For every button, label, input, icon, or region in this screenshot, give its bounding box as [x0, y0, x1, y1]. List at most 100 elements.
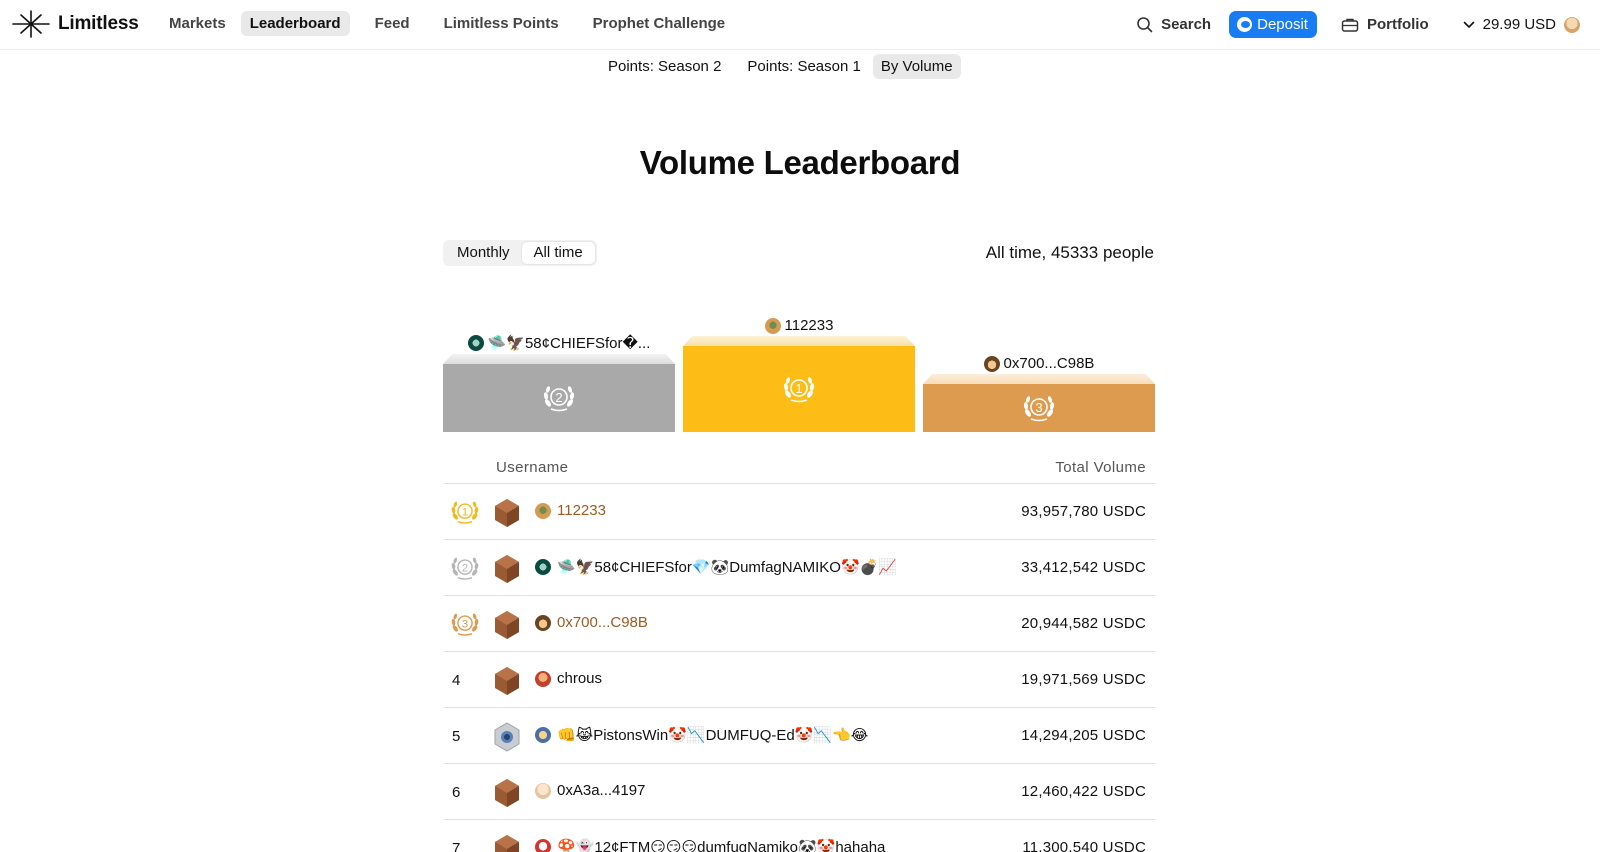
user-avatar	[764, 317, 781, 334]
total-volume: 33,412,542 USDC	[1021, 559, 1146, 576]
laurel-rank-1-icon: 1	[450, 498, 480, 524]
rank-number: 4	[452, 670, 482, 692]
username-cell[interactable]: 🛸🦅58¢CHIEFSfor💎🐼DumfagNAMIKO🤡💣📈	[535, 558, 897, 576]
user-avatar	[535, 782, 551, 799]
tab-by-volume[interactable]: By Volume	[872, 54, 961, 79]
username-cell[interactable]: 🍄👻12¢FTM😏😏😏dumfugNamiko🐼🤡hahaha	[535, 838, 885, 852]
nav-feed[interactable]: Feed	[374, 15, 410, 32]
bronze-rank-badge-icon	[493, 554, 521, 584]
user-avatar	[535, 727, 551, 743]
total-volume: 19,971,569 USDC	[1021, 671, 1146, 688]
user-avatar	[535, 559, 551, 575]
silver-rank-badge-icon	[493, 722, 521, 752]
bronze-rank-badge-icon	[493, 498, 521, 528]
username-cell[interactable]: 👊😹PistonsWin🤡📉DUMFUQ-Ed🤡📉👈😂	[535, 726, 868, 744]
limitless-logo-icon	[12, 10, 50, 38]
nav-leaderboard[interactable]: Leaderboard	[240, 11, 350, 36]
leaderboard-table: Username Total Volume 1 112233 93,957,780…	[443, 455, 1155, 852]
table-row[interactable]: 4 chrous 19,971,569 USDC	[443, 652, 1155, 708]
user-avatar	[535, 670, 551, 687]
svg-text:2: 2	[462, 563, 468, 575]
total-volume: 93,957,780 USDC	[1021, 503, 1146, 520]
username[interactable]: 👊😹PistonsWin🤡📉DUMFUQ-Ed🤡📉👈😂	[557, 727, 869, 744]
tab-points-season-2[interactable]: Points: Season 2	[608, 58, 722, 75]
user-avatar	[467, 335, 484, 351]
username-cell[interactable]: 112233	[535, 502, 606, 519]
podium-third-name: 0x700...C98B	[1003, 355, 1095, 372]
rank-number-text: 7	[452, 840, 461, 852]
svg-text:1: 1	[462, 507, 468, 519]
table-body: 1 112233 93,957,780 USDC 2 🛸🦅58¢CHIEFSfor…	[443, 484, 1155, 852]
username-cell[interactable]: chrous	[535, 670, 602, 687]
right-nav: Search Deposit Portfolio 29.99 USD	[1136, 11, 1580, 38]
podium-second-label: 🛸🦅58¢CHIEFSfor�...	[443, 334, 675, 352]
table-row[interactable]: 2 🛸🦅58¢CHIEFSfor💎🐼DumfagNAMIKO🤡💣📈 33,412,…	[443, 540, 1155, 596]
tab-points-season-1[interactable]: Points: Season 1	[747, 58, 861, 75]
balance-value: 29.99 USD	[1482, 16, 1556, 33]
podium-first-name: 112233	[784, 317, 834, 334]
table-row[interactable]: 3 0x700...C98B 20,944,582 USDC	[443, 596, 1155, 652]
username-cell[interactable]: 0xA3a...4197	[535, 782, 645, 799]
balance-dropdown[interactable]: 29.99 USD	[1463, 16, 1580, 33]
podium-second[interactable]: 🛸🦅58¢CHIEFSfor�... 2	[443, 320, 675, 432]
nav-markets[interactable]: Markets	[169, 15, 226, 32]
svg-text:3: 3	[462, 619, 468, 631]
username-cell[interactable]: 0x700...C98B	[535, 614, 648, 631]
podium-second-name: 🛸🦅58¢CHIEFSfor�...	[487, 335, 651, 352]
bronze-rank-badge-icon	[493, 778, 521, 808]
period-toggle: Monthly All time	[443, 240, 597, 266]
usdc-coin-icon	[1237, 17, 1253, 32]
podium-block: 1	[683, 346, 915, 432]
table-row[interactable]: 1 112233 93,957,780 USDC	[443, 484, 1155, 540]
table-row[interactable]: 6 0xA3a...4197 12,460,422 USDC	[443, 764, 1155, 820]
username[interactable]: 0x700...C98B	[557, 614, 648, 631]
user-avatar	[535, 614, 551, 631]
podium-cap	[683, 336, 915, 346]
table-header: Username Total Volume	[443, 455, 1155, 484]
logo[interactable]: Limitless	[12, 9, 139, 39]
nav-prophet-challenge[interactable]: Prophet Challenge	[592, 15, 726, 32]
table-row[interactable]: 5 👊😹PistonsWin🤡📉DUMFUQ-Ed🤡📉👈😂 14,294,205 …	[443, 708, 1155, 764]
portfolio-button[interactable]: Portfolio	[1341, 16, 1429, 33]
search-label: Search	[1161, 16, 1212, 33]
username[interactable]: 0xA3a...4197	[557, 782, 646, 799]
chevron-down-icon	[1463, 21, 1474, 28]
bronze-rank-badge-icon	[493, 610, 521, 640]
nav-limitless-points[interactable]: Limitless Points	[443, 15, 559, 32]
rank-number: 5	[452, 726, 482, 748]
podium-cap	[923, 374, 1155, 384]
rank-number-text: 6	[452, 784, 461, 801]
column-header-total-volume: Total Volume	[1055, 459, 1146, 476]
main-nav-links: Markets Leaderboard Feed Limitless Point…	[160, 11, 734, 36]
username[interactable]: 🛸🦅58¢CHIEFSfor💎🐼DumfagNAMIKO🤡💣📈	[557, 559, 897, 576]
username[interactable]: chrous	[557, 670, 603, 687]
rank-number: 7	[452, 838, 482, 852]
search-button[interactable]: Search	[1136, 16, 1211, 33]
username[interactable]: 112233	[557, 502, 606, 519]
podium-cap	[443, 354, 675, 364]
deposit-button[interactable]: Deposit	[1229, 11, 1317, 38]
podium: 🛸🦅58¢CHIEFSfor�... 2 112233	[443, 317, 1155, 432]
username[interactable]: 🍄👻12¢FTM😏😏😏dumfugNamiko🐼🤡hahaha	[557, 839, 886, 852]
laurel-rank-1-icon: 1	[783, 377, 815, 403]
period-all-time[interactable]: All time	[521, 242, 595, 264]
period-monthly[interactable]: Monthly	[457, 244, 510, 261]
podium-third-label: 0x700...C98B	[923, 355, 1155, 372]
podium-first[interactable]: 112233 1	[683, 317, 915, 432]
table-row[interactable]: 7 🍄👻12¢FTM😏😏😏dumfugNamiko🐼🤡hahaha 11,300,…	[443, 820, 1155, 852]
svg-text:3: 3	[1035, 400, 1042, 415]
user-avatar[interactable]	[1564, 16, 1580, 33]
briefcase-icon	[1341, 18, 1359, 32]
column-header-username: Username	[496, 459, 569, 476]
podium-first-label: 112233	[683, 317, 915, 334]
laurel-rank-2-icon: 2	[543, 386, 575, 412]
laurel-rank-3-icon: 3	[1023, 396, 1055, 422]
podium-block: 3	[923, 384, 1155, 432]
svg-text:2: 2	[555, 390, 562, 405]
rank-number-text: 5	[452, 728, 461, 745]
total-volume: 11,300,540 USDC	[1022, 839, 1146, 852]
laurel-rank-2-icon: 2	[450, 554, 480, 580]
rank-number-text: 4	[452, 672, 461, 689]
podium-third[interactable]: 0x700...C98B 3	[923, 320, 1155, 432]
total-volume: 14,294,205 USDC	[1021, 727, 1146, 744]
